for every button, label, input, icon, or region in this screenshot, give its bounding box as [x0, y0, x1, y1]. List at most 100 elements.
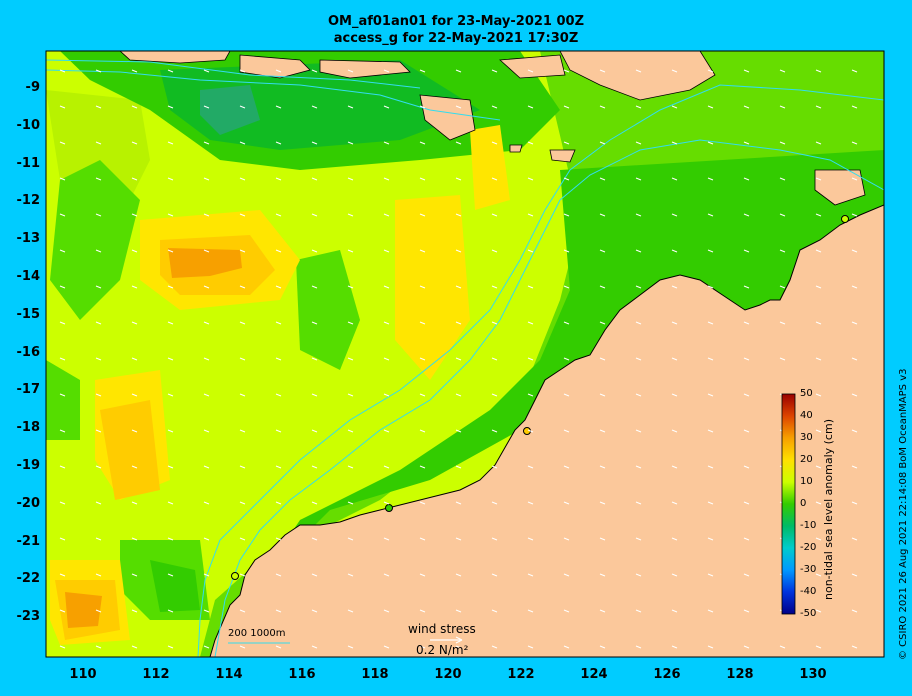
wind-arrow — [419, 645, 426, 649]
wind-arrow — [59, 321, 66, 325]
x-tick-label: 116 — [288, 667, 316, 682]
wind-arrow — [527, 213, 534, 217]
wind-arrow — [527, 141, 534, 145]
wind-arrow — [671, 609, 678, 613]
wind-arrow — [851, 609, 858, 613]
x-tick-label: 130 — [799, 667, 827, 682]
wind-arrow — [599, 177, 606, 181]
wind-arrow — [671, 285, 678, 289]
wind-arrow — [347, 177, 354, 181]
wind-arrow — [635, 177, 642, 181]
colorbar-tick-label: 40 — [800, 410, 813, 421]
wind-arrow — [203, 321, 210, 325]
wind-arrow — [203, 177, 210, 181]
station-marker — [841, 215, 849, 223]
island — [419, 94, 476, 141]
wind-arrow — [635, 501, 642, 505]
wind-arrow — [743, 465, 750, 469]
wind-arrow — [851, 321, 858, 325]
wind-arrow — [383, 501, 390, 505]
wind-arrow — [671, 537, 678, 541]
island — [814, 169, 866, 206]
wind-arrow — [419, 465, 426, 469]
wind-arrow — [635, 645, 642, 649]
wind-arrow — [239, 501, 246, 505]
wind-arrow — [671, 249, 678, 253]
x-tick-label: 114 — [215, 667, 243, 682]
wind-arrow — [419, 609, 426, 613]
wind-arrow — [491, 393, 498, 397]
wind-arrow — [851, 393, 858, 397]
wind-arrow — [707, 501, 714, 505]
wind-arrow — [815, 645, 822, 649]
wind-arrow — [383, 465, 390, 469]
wind-arrow — [275, 249, 282, 253]
wind-arrow — [743, 249, 750, 253]
chart-subtitle: access_g for 22-May-2021 17:30Z — [333, 31, 579, 46]
wind-arrow — [95, 213, 102, 217]
wind-arrow — [707, 357, 714, 361]
wind-arrow — [311, 141, 318, 145]
wind-arrow — [203, 393, 210, 397]
colorbar-tick-label: 10 — [800, 476, 813, 487]
wind-arrow — [419, 573, 426, 577]
wind-arrow — [131, 321, 138, 325]
wind-arrow — [707, 213, 714, 217]
wind-arrow — [815, 465, 822, 469]
colorbar-tick-label: -50 — [800, 608, 817, 619]
wind-arrow — [527, 321, 534, 325]
wind-arrow — [347, 141, 354, 145]
wind-arrow — [671, 357, 678, 361]
wind-arrow — [239, 429, 246, 433]
x-tick-label: 128 — [726, 667, 754, 682]
y-tick-label: -23 — [16, 609, 41, 625]
wind-arrow — [743, 177, 750, 181]
colorbar-tick-label: 50 — [800, 388, 813, 399]
wind-arrow — [131, 645, 138, 649]
wind-arrow — [239, 465, 246, 469]
wind-arrow — [131, 429, 138, 433]
wind-arrow — [563, 465, 570, 469]
wind-arrow — [275, 429, 282, 433]
wind-arrow — [707, 69, 714, 73]
wind-arrow — [815, 141, 822, 145]
wind-arrow — [851, 141, 858, 145]
wind-arrow — [455, 501, 462, 505]
y-tick-label: -15 — [16, 306, 41, 322]
wind-arrow — [491, 321, 498, 325]
x-tick-label: 124 — [580, 667, 608, 682]
colorbar-tick-label: -10 — [800, 520, 817, 531]
depth-contour-1000m — [197, 84, 884, 657]
wind-arrow — [815, 357, 822, 361]
wind-arrow — [455, 609, 462, 613]
wind-arrow — [455, 429, 462, 433]
wind-arrow — [491, 645, 498, 649]
wind-arrow — [59, 609, 66, 613]
wind-arrow — [167, 177, 174, 181]
wind-arrow — [743, 393, 750, 397]
wind-arrow — [347, 429, 354, 433]
wind-arrow — [671, 645, 678, 649]
wind-arrow — [851, 69, 858, 73]
wind-arrow — [563, 285, 570, 289]
wind-arrows — [59, 69, 858, 649]
wind-arrow — [707, 393, 714, 397]
wind-arrow — [347, 249, 354, 253]
wind-arrow — [779, 177, 786, 181]
station-marker — [385, 504, 393, 512]
wind-arrow — [95, 321, 102, 325]
y-tick-label: -18 — [16, 420, 41, 436]
wind-arrow — [95, 141, 102, 145]
wind-arrow — [347, 501, 354, 505]
wind-arrow — [131, 393, 138, 397]
island — [319, 59, 411, 79]
wind-arrow — [635, 573, 642, 577]
anomaly-field — [200, 85, 260, 135]
island — [509, 144, 523, 153]
wind-arrow — [419, 69, 426, 73]
wind-arrow — [743, 357, 750, 361]
y-tick-label: -10 — [16, 117, 41, 133]
wind-arrow — [527, 537, 534, 541]
wind-arrow — [311, 609, 318, 613]
wind-arrow — [527, 465, 534, 469]
